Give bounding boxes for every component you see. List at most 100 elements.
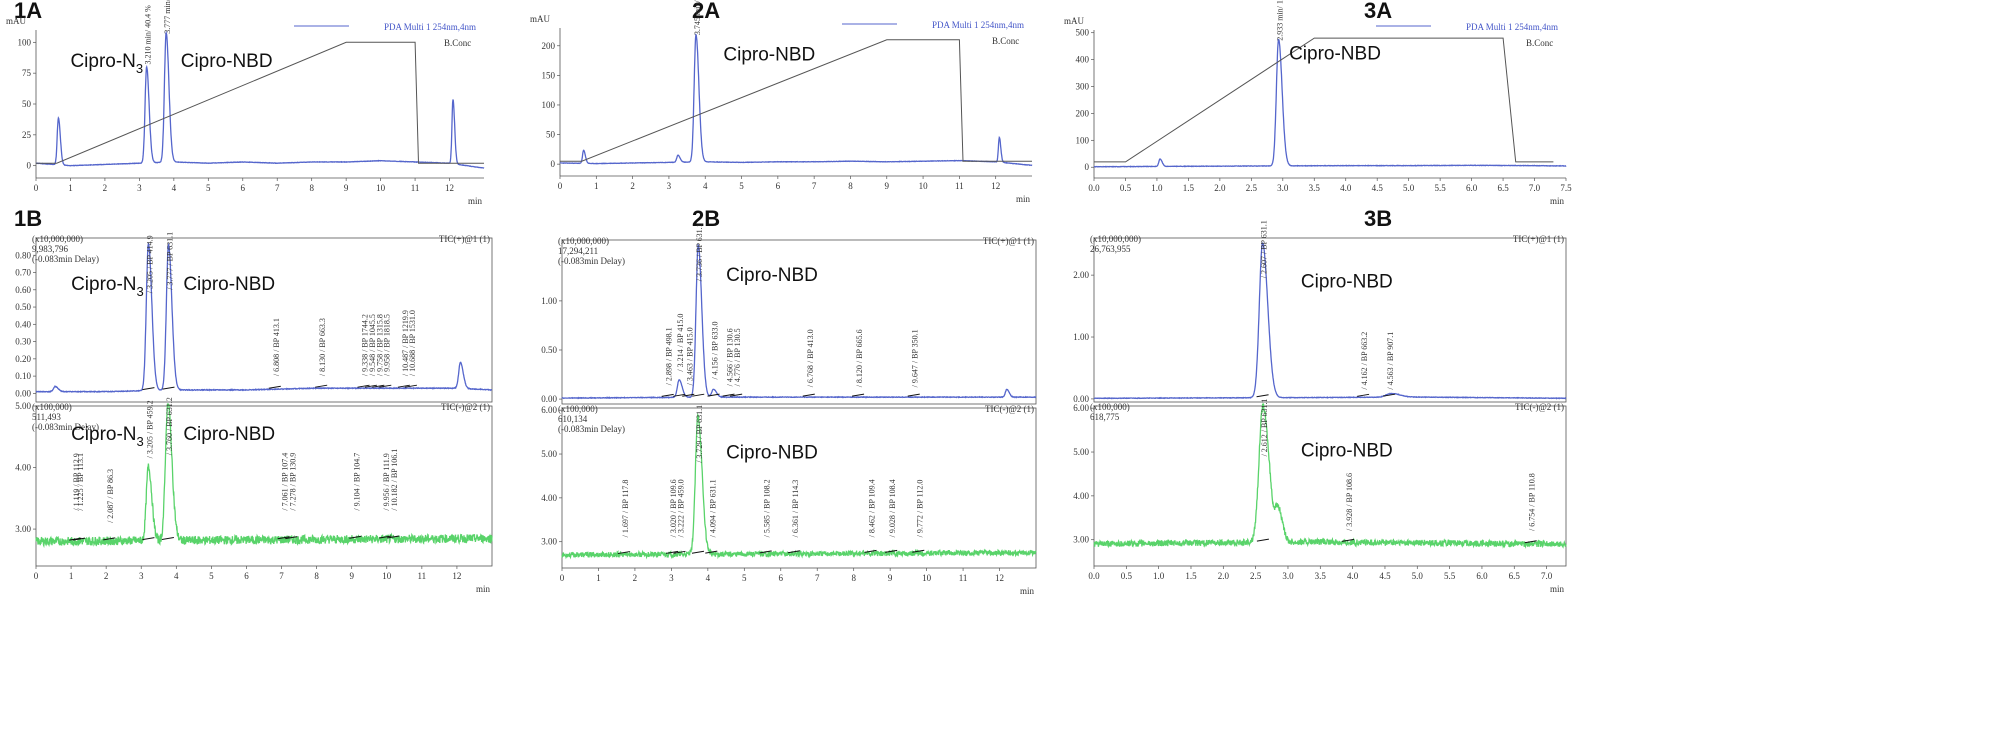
annotation-main: Cipro-NBD [183,274,275,295]
integration-mark [617,551,630,555]
y-tick-label: 0.00 [1073,394,1089,404]
x-tick-label: 4.5 [1379,571,1391,581]
y-tick-label: 150 [542,70,556,80]
peak-label: / 3.222 / BP 459.0 [676,479,685,537]
y-tick-label: 5.00 [15,401,31,411]
peak-label: / 2.612 / BP 631.1 [1260,398,1269,456]
x-tick-label: 11 [959,573,968,583]
gradient-line [560,39,1032,162]
count-label: 618,775 [1090,412,1120,422]
x-tick-label: 1.0 [1151,183,1163,193]
x-unit-label: min [468,196,483,206]
y-tick-label: 1.00 [1073,332,1089,342]
y-tick-label: 1.00 [541,296,557,306]
integration-mark [142,537,155,541]
tic-label: TIC(+)@1 (1) [983,236,1034,246]
x-tick-label: 11 [955,181,964,191]
delay-label: (-0.083min Delay) [32,422,99,432]
x-tick-label: 4.0 [1340,183,1352,193]
integration-mark [268,385,281,389]
x-tick-label: 0.5 [1120,183,1132,193]
y-tick-label: 0.50 [15,302,31,312]
peak-label: / 8.130 / BP 663.3 [318,318,327,376]
integration-mark [661,393,674,397]
count-label: 17,294,211 [558,246,598,256]
x-tick-label: 10 [382,571,392,581]
integration-mark [802,393,815,397]
scale-label: (x10,000,000) [32,234,83,244]
x-tick-label: 12 [991,181,1000,191]
count-label: 9,983,796 [32,244,69,254]
integration-mark [387,535,400,539]
x-tick-label: 2.0 [1218,571,1230,581]
x-tick-label: 1.5 [1185,571,1197,581]
x-tick-label: 10 [919,181,929,191]
legend-text: PDA Multi 1 254nm,4nm [932,20,1024,30]
signal-trace [35,241,492,394]
scale-label: (x100,000) [1090,402,1130,412]
y-tick-label: 0.20 [15,354,31,364]
x-tick-label: 9 [885,181,890,191]
x-unit-label: min [1016,194,1031,204]
chart-3b-neg: 3.00 4.00 5.00 6.00 0.0 0.5 1.0 1.5 2.0 2.5 3.0 3.5… [1073,398,1567,594]
x-tick-label: 10 [376,183,386,193]
peak-label: / 3.214 / BP 415.0 [676,314,685,372]
integration-mark [912,549,925,553]
x-tick-label: 5.5 [1444,571,1456,581]
peak-label: / 1.697 / BP 117.8 [621,480,630,538]
x-tick-label: 4 [706,573,711,583]
scale-label: (x100,000) [32,402,72,412]
y-tick-label: 4.00 [1073,491,1089,501]
annotation-main: Cipro-N [71,424,136,445]
gradient-line [36,41,484,164]
peak-label: 2.933 min/ 100.0 % [1276,0,1285,41]
x-tick-label: 5 [739,181,744,191]
series-annotation: Cipro-NBD [183,274,275,295]
x-tick-label: 7 [275,183,280,193]
integration-mark [722,393,735,397]
y-tick-label: 0.00 [15,388,31,398]
x-tick-label: 6.5 [1509,571,1521,581]
x-tick-label: 4 [172,183,177,193]
peak-label: / 3.760 / BP 631.2 [165,397,174,455]
y-unit-label: mAU [1064,16,1085,26]
x-tick-label: 3 [139,571,144,581]
y-unit-label: mAU [6,16,27,26]
plot-frame [1093,405,1567,567]
x-tick-label: 0.5 [1121,571,1133,581]
scale-label: (x10,000,000) [1090,234,1141,244]
integration-mark [851,393,865,397]
chart-1b-pos: 0.00 0.10 0.20 0.30 0.40 0.50 0.60 0.70 0.80(x10… [15,232,493,403]
integration-mark [379,535,392,539]
peak-label: / 2.607 / BP 631.1 [1260,220,1269,278]
series-annotation: Cipro-N3 [70,51,143,76]
integration-mark [1256,538,1269,542]
y-tick-label: 0 [551,159,556,169]
x-tick-label: 8 [848,181,853,191]
panel-label-2a: 2A [692,0,721,23]
panel-label-3b: 3B [1364,206,1393,231]
integration-mark [69,537,82,541]
x-tick-label: 11 [411,183,420,193]
panel-label-3a: 3A [1364,0,1393,23]
integration-mark [72,537,86,541]
x-tick-label: 7 [815,573,820,583]
plot-frame [1093,237,1567,403]
peak-label: / 3.736 / BP 631.1 [695,223,704,281]
integration-mark [1357,393,1370,397]
y-tick-label: 0.50 [541,345,557,355]
integration-mark [103,537,116,541]
x-tick-label: 6 [779,573,784,583]
x-tick-label: 0 [558,181,563,191]
integration-mark [864,549,877,553]
annotation-main: Cipro-NBD [1301,440,1393,461]
x-tick-label: 7 [812,181,817,191]
integration-mark [907,393,920,397]
count-label: 511,493 [32,412,61,422]
series-annotation: Cipro-NBD [726,265,818,286]
peak-label: / 2.087 / BP 86.3 [106,469,115,523]
peak-label: / 9.338 / BP 1744.2 [361,314,370,376]
integration-mark [397,384,410,388]
y-tick-label: 3.00 [1073,535,1089,545]
